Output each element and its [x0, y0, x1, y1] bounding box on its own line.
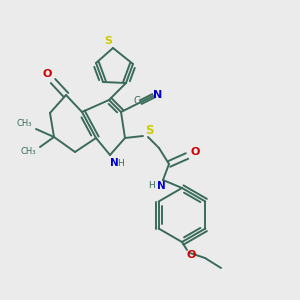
Text: CH₃: CH₃ [20, 148, 36, 157]
Text: C: C [134, 96, 140, 106]
Text: N: N [157, 181, 165, 191]
Text: H: H [117, 158, 123, 167]
Text: N: N [153, 90, 163, 100]
Text: S: S [145, 124, 153, 137]
Text: O: O [186, 250, 196, 260]
Text: N: N [110, 158, 118, 168]
Text: O: O [190, 147, 200, 157]
Text: CH₃: CH₃ [16, 119, 32, 128]
Text: H: H [148, 182, 155, 190]
Text: O: O [42, 69, 52, 79]
Text: S: S [104, 36, 112, 46]
